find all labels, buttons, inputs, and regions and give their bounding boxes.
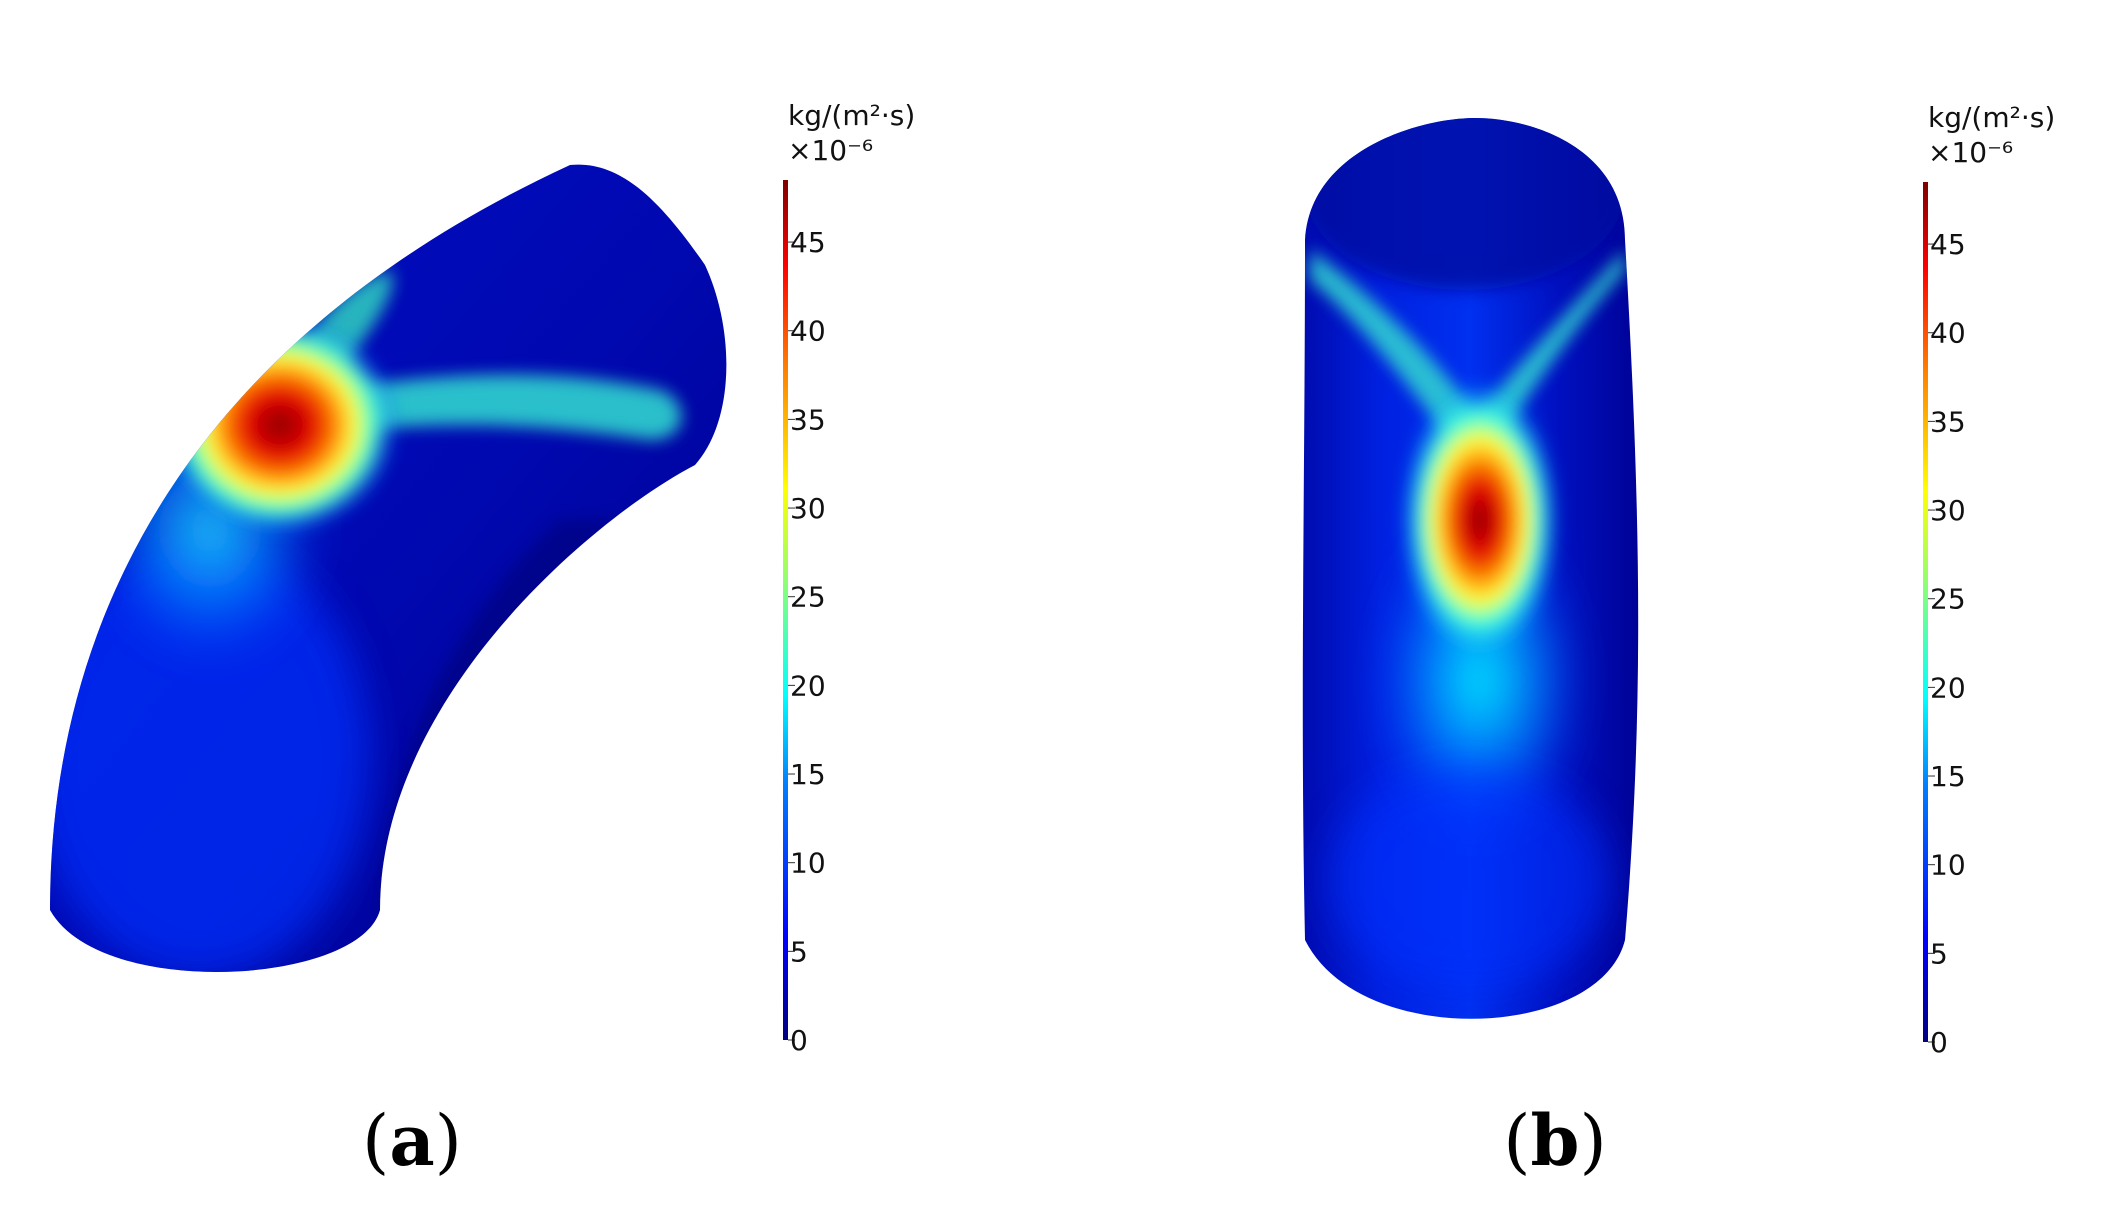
colorbar-b-tick-label: 40	[1930, 317, 1966, 350]
colorbar-a-tick-label: 30	[790, 492, 826, 525]
colorbar-b-tick-label: 0	[1930, 1026, 1948, 1059]
colorbar-a-tick-label: 10	[790, 847, 826, 880]
colorbar-b-tick-label: 15	[1930, 760, 1966, 793]
panel-letter-b: b	[1531, 1099, 1580, 1182]
colorbar-a-unit: kg/(m²·s)	[788, 99, 915, 132]
colorbar-b-tick-label: 20	[1930, 671, 1966, 704]
colorbar-a-multiplier: ×10⁻⁶	[788, 134, 873, 167]
colorbar-b-tick-label: 30	[1930, 494, 1966, 527]
panel-label-b: (b)	[1503, 1099, 1607, 1182]
colorbar-b-tick-label: 25	[1930, 583, 1966, 616]
colorbar-b-tick-label: 10	[1930, 849, 1966, 882]
colorbar-b-tick-label: 45	[1930, 228, 1966, 261]
colorbar-a-bar	[783, 180, 788, 1040]
colorbar-a-tick-label: 45	[790, 226, 826, 259]
colorbar-b-tick-label: 5	[1930, 937, 1948, 970]
colorbar-b-tick-label: 35	[1930, 405, 1966, 438]
colorbar-a-tick-label: 20	[790, 669, 826, 702]
panel-letter-a: a	[389, 1099, 434, 1182]
colorbar-b-ticks: 0 5 10 15 20 25 30 35 40 45	[1928, 228, 1966, 1059]
colorbar-a-ticks: 0 5 10 15 20 25 30 35 40 45	[788, 226, 826, 1057]
pipe-b	[1302, 118, 1639, 1019]
colorbar-a-tick-label: 15	[790, 758, 826, 791]
colorbar-a-tick-label: 40	[790, 315, 826, 348]
colorbar-b: kg/(m²·s) ×10⁻⁶ 0 5 10 15 20 25 30 35 40 45	[1923, 101, 2055, 1059]
colorbar-b-unit: kg/(m²·s)	[1928, 101, 2055, 134]
colorbar-a-tick-label: 5	[790, 935, 808, 968]
colorbar-b-bar	[1923, 182, 1928, 1042]
colorbar-a: kg/(m²·s) ×10⁻⁶ 0 5 10 15 20 25 30 35 40 45	[783, 99, 915, 1057]
pipe-a	[50, 164, 727, 973]
colorbar-a-tick-label: 0	[790, 1024, 808, 1057]
colorbar-a-tick-label: 35	[790, 403, 826, 436]
panel-label-a: (a)	[362, 1099, 462, 1182]
colorbar-b-multiplier: ×10⁻⁶	[1928, 136, 2013, 169]
colorbar-a-tick-label: 25	[790, 581, 826, 614]
